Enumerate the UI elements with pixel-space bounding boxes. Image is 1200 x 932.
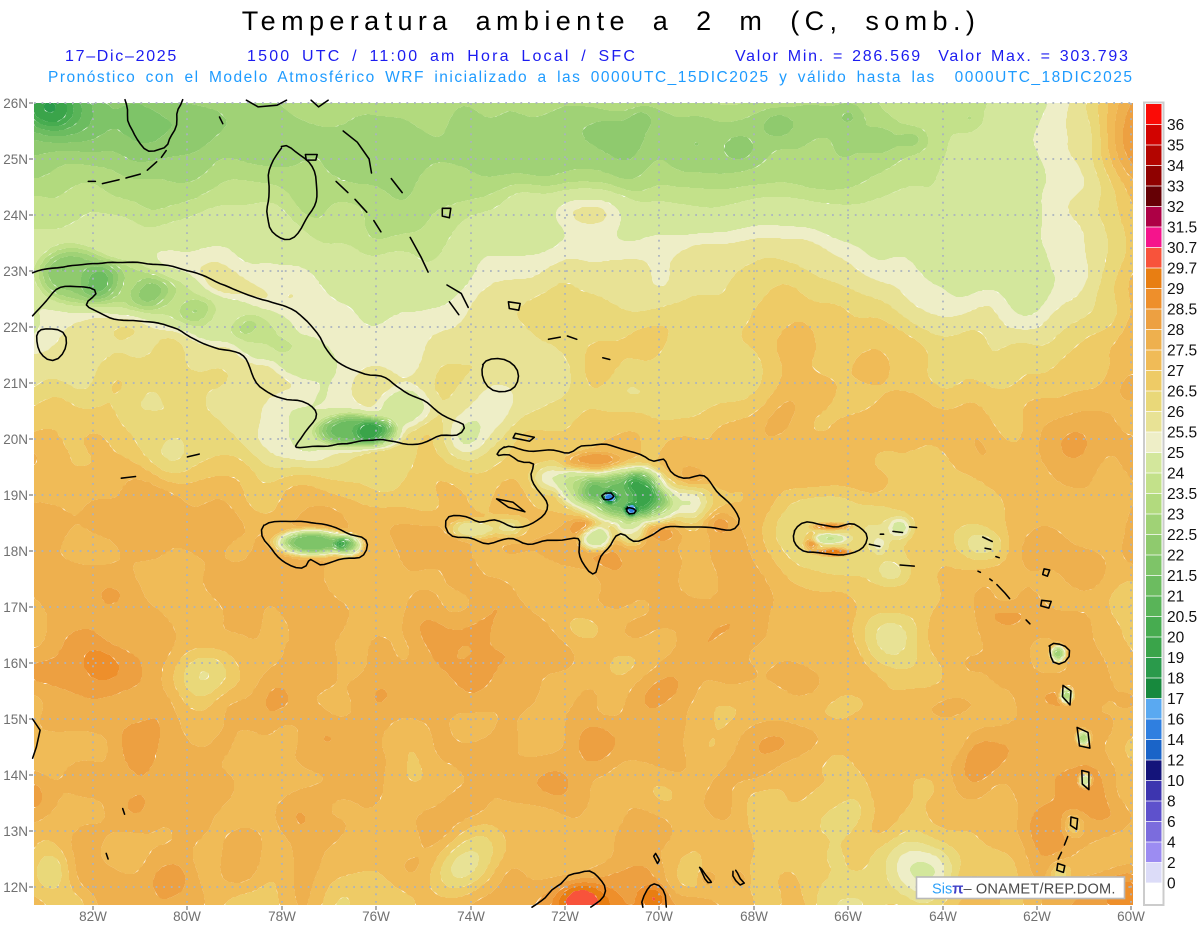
- svg-text:22.5: 22.5: [1167, 527, 1197, 544]
- svg-text:28.5: 28.5: [1167, 302, 1197, 319]
- svg-text:33: 33: [1167, 179, 1184, 196]
- svg-text:26.5: 26.5: [1167, 384, 1197, 401]
- svg-text:21: 21: [1167, 589, 1184, 606]
- svg-text:16: 16: [1167, 712, 1184, 729]
- svg-text:4: 4: [1167, 835, 1176, 852]
- svg-text:24: 24: [1167, 466, 1185, 483]
- svg-text:25N: 25N: [3, 152, 28, 167]
- svg-text:25: 25: [1167, 445, 1184, 462]
- svg-text:27.5: 27.5: [1167, 343, 1197, 360]
- svg-text:82W: 82W: [79, 909, 107, 924]
- svg-text:36: 36: [1167, 117, 1184, 134]
- svg-text:23.5: 23.5: [1167, 486, 1197, 503]
- svg-text:19: 19: [1167, 650, 1184, 667]
- svg-text:15N: 15N: [3, 712, 28, 727]
- svg-text:78W: 78W: [268, 909, 296, 924]
- svg-text:0: 0: [1167, 876, 1176, 893]
- svg-text:22: 22: [1167, 548, 1184, 565]
- svg-text:12: 12: [1167, 753, 1184, 770]
- svg-text:31.5: 31.5: [1167, 220, 1197, 237]
- svg-text:32: 32: [1167, 199, 1184, 216]
- svg-text:18: 18: [1167, 671, 1184, 688]
- svg-text:17N: 17N: [3, 600, 28, 615]
- svg-text:21.5: 21.5: [1167, 568, 1197, 585]
- svg-text:22N: 22N: [3, 320, 28, 335]
- svg-text:64W: 64W: [929, 909, 957, 924]
- svg-text:28: 28: [1167, 322, 1184, 339]
- svg-text:29.7: 29.7: [1167, 261, 1197, 278]
- svg-text:8: 8: [1167, 794, 1176, 811]
- svg-text:12N: 12N: [3, 880, 28, 895]
- svg-text:21N: 21N: [3, 376, 28, 391]
- svg-text:13N: 13N: [3, 824, 28, 839]
- svg-text:25.5: 25.5: [1167, 425, 1197, 442]
- svg-text:14N: 14N: [3, 768, 28, 783]
- svg-text:Sisπ– ONAMET/REP.DOM.: Sisπ– ONAMET/REP.DOM.: [932, 882, 1116, 898]
- svg-text:80W: 80W: [173, 909, 201, 924]
- svg-text:76W: 76W: [362, 909, 390, 924]
- svg-text:16N: 16N: [3, 656, 28, 671]
- svg-text:14: 14: [1167, 732, 1185, 749]
- svg-text:10: 10: [1167, 773, 1185, 790]
- svg-text:74W: 74W: [457, 909, 485, 924]
- svg-text:70W: 70W: [645, 909, 673, 924]
- svg-text:29: 29: [1167, 281, 1184, 298]
- svg-text:23: 23: [1167, 507, 1184, 524]
- svg-text:23N: 23N: [3, 264, 28, 279]
- svg-text:Temperatura ambiente a 2 m (C,: Temperatura ambiente a 2 m (C, somb.): [242, 6, 980, 36]
- svg-text:20N: 20N: [3, 432, 28, 447]
- svg-text:18N: 18N: [3, 544, 28, 559]
- svg-text:72W: 72W: [551, 909, 579, 924]
- svg-text:19N: 19N: [3, 488, 28, 503]
- svg-text:1500 UTC / 11:00 am Hora Local: 1500 UTC / 11:00 am Hora Local / SFC: [247, 48, 637, 65]
- svg-text:68W: 68W: [740, 909, 768, 924]
- svg-text:62W: 62W: [1023, 909, 1051, 924]
- svg-text:27: 27: [1167, 363, 1184, 380]
- svg-text:60W: 60W: [1117, 909, 1145, 924]
- svg-text:24N: 24N: [3, 208, 28, 223]
- svg-text:35: 35: [1167, 138, 1184, 155]
- svg-text:20: 20: [1167, 630, 1185, 647]
- svg-text:26: 26: [1167, 404, 1184, 421]
- svg-text:20.5: 20.5: [1167, 609, 1197, 626]
- svg-text:17–Dic–2025: 17–Dic–2025: [65, 48, 178, 65]
- svg-text:6: 6: [1167, 814, 1176, 831]
- svg-text:17: 17: [1167, 691, 1184, 708]
- svg-text:2: 2: [1167, 855, 1176, 872]
- svg-text:26N: 26N: [3, 96, 28, 111]
- svg-text:30.7: 30.7: [1167, 240, 1197, 257]
- svg-text:66W: 66W: [834, 909, 862, 924]
- svg-text:34: 34: [1167, 158, 1185, 175]
- svg-text:Pronóstico con el Modelo Atmos: Pronóstico con el Modelo Atmosférico WRF…: [48, 69, 1133, 86]
- svg-text:Valor Min. = 286.569 Valor Ma: Valor Min. = 286.569 Valor Max. = 303.79…: [735, 48, 1130, 65]
